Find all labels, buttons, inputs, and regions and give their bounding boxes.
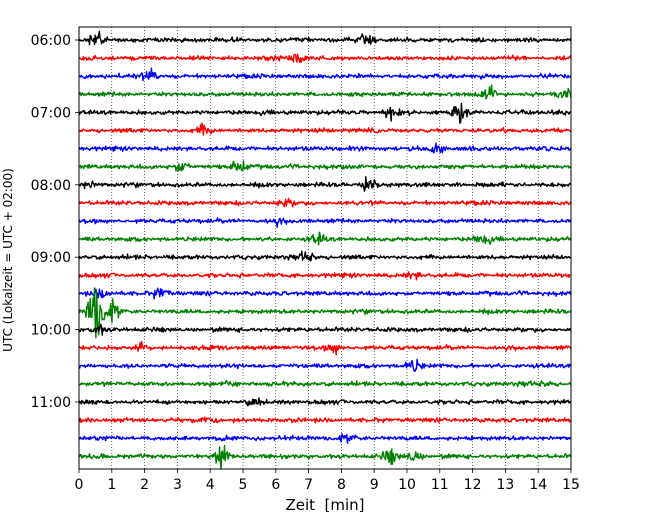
y-tick-label: 08:00	[31, 178, 71, 194]
seismic-trace-0900	[78, 250, 571, 262]
seismic-trace-0915	[78, 271, 572, 281]
x-tick-label: 6	[271, 477, 280, 493]
x-tick-label: 15	[562, 477, 580, 493]
seismic-trace-1145	[78, 444, 572, 470]
seismic-trace-0815	[78, 197, 572, 208]
seismic-trace-0715	[78, 122, 572, 136]
x-tick-label: 5	[239, 477, 248, 493]
seismic-trace-0615	[78, 53, 572, 63]
y-tick-label: 11:00	[31, 395, 71, 411]
seismic-traces	[78, 30, 572, 470]
x-tick-label: 1	[107, 477, 116, 493]
seismic-trace-1015	[78, 340, 572, 356]
x-tick-label: 8	[337, 477, 346, 493]
x-axis-ticks: 0 1 2 3 4 5 6 7 8 9 10 11 12 13 14 15	[75, 469, 580, 493]
seismic-trace-0645	[78, 84, 572, 100]
seismic-trace-0730	[78, 142, 572, 154]
x-tick-label: 2	[140, 477, 149, 493]
seismic-trace-0945	[78, 287, 572, 339]
y-tick-label: 09:00	[31, 250, 71, 266]
y-tick-label: 06:00	[31, 33, 71, 49]
x-tick-label: 10	[398, 477, 416, 493]
seismic-trace-0700	[78, 102, 572, 124]
x-tick-label: 3	[173, 477, 182, 493]
x-axis-label: Zeit [min]	[285, 496, 364, 514]
seismic-trace-0745	[78, 160, 572, 172]
x-tick-label: 0	[75, 477, 84, 493]
x-tick-label: 14	[529, 477, 547, 493]
x-tick-label: 4	[206, 477, 215, 493]
seismic-trace-0830	[78, 217, 572, 228]
seismic-trace-1100	[78, 397, 572, 407]
y-tick-label: 07:00	[31, 105, 71, 121]
seismic-trace-0600	[78, 30, 572, 46]
seismic-trace-0845	[78, 231, 572, 246]
y-tick-label: 10:00	[31, 323, 71, 339]
x-tick-label: 11	[431, 477, 449, 493]
x-tick-label: 13	[496, 477, 514, 493]
x-tick-label: 9	[370, 477, 379, 493]
plot-frame	[78, 26, 572, 470]
seismic-trace-1000	[78, 323, 572, 336]
seismic-trace-1030	[78, 358, 572, 372]
y-axis-label: UTC (Lokalzeit = UTC + 02:00)	[1, 168, 15, 352]
seismic-trace-1115	[78, 416, 572, 424]
x-tick-label: 12	[464, 477, 482, 493]
seismic-trace-0930	[78, 287, 572, 300]
y-axis-ticks: 06:00 07:00 08:00 09:00 10:00 11:00	[31, 33, 79, 411]
seismic-trace-0630	[78, 67, 572, 82]
x-tick-label: 7	[304, 477, 313, 493]
seismic-trace-0800	[78, 176, 572, 192]
seismic-trace-1045	[78, 379, 572, 388]
seismic-trace-1130	[78, 433, 572, 444]
